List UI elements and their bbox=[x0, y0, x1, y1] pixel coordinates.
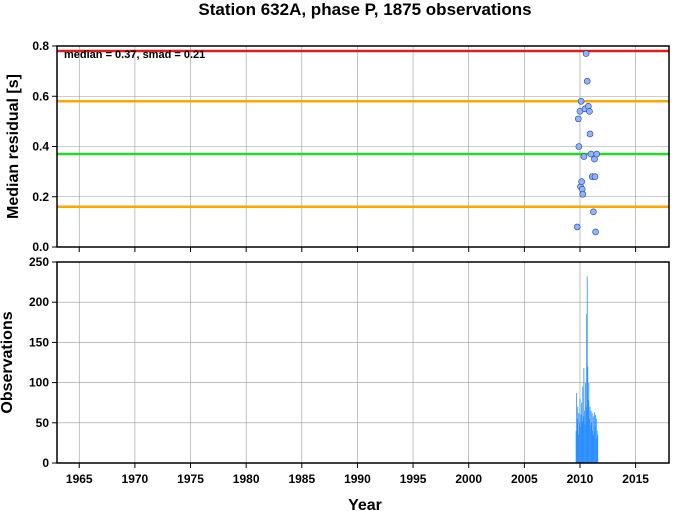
observation-bar bbox=[581, 421, 583, 463]
observations-y-tick-label: 0 bbox=[42, 456, 49, 470]
observation-bar bbox=[576, 418, 578, 463]
observation-bar bbox=[581, 402, 583, 463]
year-tick-label: 2005 bbox=[511, 472, 538, 486]
residual-point bbox=[583, 77, 591, 85]
observation-bar bbox=[583, 368, 585, 463]
residual-point bbox=[592, 228, 599, 236]
observation-bar bbox=[584, 410, 585, 463]
observation-bar bbox=[592, 430, 594, 463]
year-tick-label: 2000 bbox=[455, 472, 482, 486]
residual-y-tick-label: 0.4 bbox=[32, 140, 49, 154]
year-tick-label: 1990 bbox=[344, 472, 371, 486]
residual-y-ticks: 0.0 0.2 0.4 0.6 0.8 bbox=[32, 39, 57, 254]
observations-plot-frame bbox=[56, 261, 670, 464]
observation-bar bbox=[594, 412, 595, 463]
residual-point bbox=[575, 115, 582, 123]
chart-title: Station 632A, phase P, 1875 observations bbox=[198, 0, 531, 19]
observation-bar bbox=[590, 410, 592, 463]
observations-y-axis-label: Observations bbox=[0, 311, 16, 413]
observation-bar bbox=[596, 418, 598, 463]
observation-bar bbox=[575, 430, 577, 463]
reference-lines bbox=[57, 49, 669, 209]
observations-panel: 0 50 100 150 200 250 1965 1970 1975 1980 1985 1990… bbox=[0, 255, 670, 511]
year-tick-label: 1985 bbox=[288, 472, 315, 486]
observation-bar bbox=[590, 425, 591, 463]
observation-bar bbox=[597, 434, 599, 463]
residual-plot-frame bbox=[56, 45, 670, 248]
observations-y-tick-label: 150 bbox=[29, 335, 49, 349]
residual-y-tick-label: 0.6 bbox=[32, 89, 49, 103]
residual-point bbox=[579, 190, 587, 198]
observation-bar bbox=[585, 406, 587, 463]
residual-point bbox=[591, 173, 599, 180]
observations-y-ticks: 0 50 100 150 200 250 bbox=[29, 255, 57, 470]
year-tick-label: 2010 bbox=[567, 472, 594, 486]
residual-y-tick-label: 0.0 bbox=[32, 240, 49, 254]
residual-point bbox=[586, 108, 593, 115]
observations-plot-background bbox=[57, 262, 669, 463]
observation-bar bbox=[585, 382, 586, 463]
residual-y-axis-label: Median residual [s] bbox=[5, 74, 22, 219]
observation-bar bbox=[591, 422, 593, 463]
observation-bars bbox=[575, 276, 599, 463]
observation-bar bbox=[587, 366, 589, 463]
year-tick-label: 1970 bbox=[122, 472, 149, 486]
x-axis-label: Year bbox=[348, 497, 382, 511]
year-x-ticks: 1965 1970 1975 1980 1985 1990 1995 2000 2005 2010… bbox=[66, 463, 649, 486]
observations-y-tick-label: 200 bbox=[29, 295, 49, 309]
year-tick-label: 1995 bbox=[400, 472, 427, 486]
observation-bar bbox=[595, 414, 596, 463]
observation-bar bbox=[588, 382, 590, 463]
observation-bar bbox=[578, 413, 580, 463]
observation-bar bbox=[577, 406, 579, 463]
observation-bar bbox=[591, 413, 593, 463]
residual-point bbox=[586, 130, 594, 138]
observation-bar bbox=[582, 416, 584, 463]
residual-point bbox=[590, 208, 597, 216]
observation-bar bbox=[593, 434, 595, 463]
residual-x-tick-marks bbox=[78, 247, 637, 252]
residual-points bbox=[573, 50, 600, 236]
residual-point bbox=[573, 223, 581, 231]
observation-bar bbox=[589, 418, 590, 463]
stats-annotation: median = 0.37, smad = 0.21 bbox=[64, 49, 205, 61]
observation-bar bbox=[579, 398, 581, 463]
observation-bar bbox=[579, 422, 580, 463]
observation-bar bbox=[580, 426, 581, 463]
observation-bar bbox=[582, 386, 584, 463]
observation-bar bbox=[586, 314, 588, 463]
year-tick-label: 1975 bbox=[177, 472, 204, 486]
year-tick-label: 1980 bbox=[233, 472, 260, 486]
observation-bar bbox=[587, 400, 589, 463]
observation-bar bbox=[589, 406, 591, 463]
observation-bar bbox=[596, 430, 598, 463]
observations-y-tick-label: 50 bbox=[36, 416, 50, 430]
year-tick-label: 1965 bbox=[66, 472, 93, 486]
observations-y-tick-label: 250 bbox=[29, 255, 49, 269]
residual-point bbox=[593, 150, 600, 158]
residual-y-tick-label: 0.8 bbox=[32, 39, 49, 53]
observation-bar bbox=[592, 416, 594, 463]
observation-bar bbox=[577, 434, 579, 463]
observation-bar bbox=[595, 438, 597, 463]
observations-y-tick-label: 100 bbox=[29, 376, 49, 390]
observation-bar bbox=[586, 276, 588, 463]
observation-bar bbox=[580, 414, 582, 463]
observation-bar bbox=[594, 426, 596, 463]
residual-panel: median = 0.37, smad = 0.21 0.00.20.40.60… bbox=[5, 39, 670, 254]
residual-point bbox=[580, 153, 588, 160]
residual-y-tick-label: 0.2 bbox=[32, 190, 49, 204]
observation-bar bbox=[576, 393, 578, 463]
residual-point bbox=[575, 143, 583, 150]
observation-bar bbox=[584, 424, 586, 463]
residual-point bbox=[577, 97, 585, 105]
residual-point bbox=[578, 178, 585, 185]
residual-point bbox=[582, 50, 590, 57]
year-tick-label: 2015 bbox=[622, 472, 649, 486]
